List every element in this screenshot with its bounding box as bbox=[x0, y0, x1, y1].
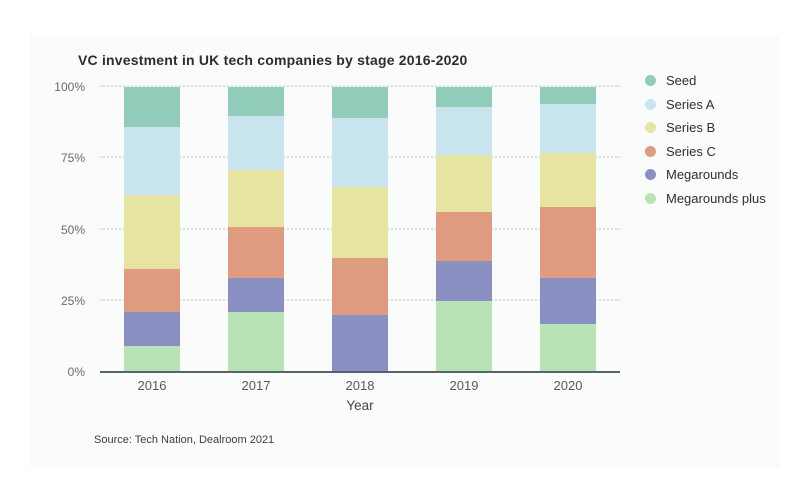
chart-card: VC investment in UK tech companies by st… bbox=[30, 35, 780, 468]
legend-label-series-c: Series C bbox=[666, 143, 716, 159]
stacked-bar-2016 bbox=[124, 87, 180, 372]
legend-dot-icon-megarounds-plus bbox=[645, 192, 656, 204]
legend-dot-icon-megarounds bbox=[645, 169, 656, 180]
bar-segment-2018-series-a bbox=[332, 118, 388, 187]
stacked-bar-2019 bbox=[436, 87, 492, 372]
bar-segment-2020-series-b bbox=[540, 152, 596, 207]
bar-slot-2018 bbox=[308, 87, 412, 372]
bar-segment-2017-series-a bbox=[228, 115, 284, 170]
bar-segment-2016-series-b bbox=[124, 195, 180, 270]
bar-segment-2020-series-a bbox=[540, 104, 596, 153]
y-tick-label-50-: 50% bbox=[60, 222, 85, 237]
bar-segment-2020-megarounds bbox=[540, 277, 596, 324]
bar-segment-2018-megarounds bbox=[332, 314, 388, 372]
source-note: Source: Tech Nation, Dealroom 2021 bbox=[94, 434, 275, 446]
legend-dot-icon-seed bbox=[645, 75, 656, 86]
legend-item-seed: Seed bbox=[645, 74, 766, 87]
bar-segment-2016-megarounds bbox=[124, 312, 180, 347]
bar-slot-2019 bbox=[412, 87, 516, 372]
bar-segment-2017-series-c bbox=[228, 226, 284, 278]
bars-container bbox=[100, 87, 620, 372]
y-tick-label-75-: 75% bbox=[60, 151, 85, 166]
bar-segment-2018-series-b bbox=[332, 186, 388, 258]
bar-segment-2020-megarounds-plus bbox=[540, 323, 596, 372]
legend-item-series-c: Series C bbox=[645, 145, 766, 158]
bar-segment-2017-megarounds-plus bbox=[228, 312, 284, 372]
bar-segment-2018-series-c bbox=[332, 257, 388, 315]
gridline-100- bbox=[100, 85, 620, 87]
x-tick-label-2020: 2020 bbox=[553, 378, 583, 393]
bar-segment-2018-seed bbox=[332, 87, 388, 119]
legend-item-series-a: Series A bbox=[645, 98, 766, 111]
bar-slot-2020 bbox=[516, 87, 620, 372]
legend-label-megarounds-plus: Megarounds plus bbox=[666, 190, 766, 206]
legend: Seed Series A Series B Series C Megarounds Me… bbox=[645, 74, 766, 205]
y-tick-label-100-: 100% bbox=[54, 80, 85, 94]
legend-item-megarounds-plus: Megarounds plus bbox=[645, 192, 766, 205]
x-axis-tick-labels: 2016 2017 2018 2019 2020 bbox=[100, 378, 620, 393]
bar-segment-2019-megarounds bbox=[436, 260, 492, 301]
bar-slot-2016 bbox=[100, 87, 204, 372]
legend-label-megarounds: Megarounds bbox=[666, 167, 739, 182]
stacked-bar-2018 bbox=[332, 87, 388, 372]
bar-segment-2020-seed bbox=[540, 87, 596, 105]
x-tick-label-2018: 2018 bbox=[345, 378, 375, 393]
x-axis-title: Year bbox=[346, 398, 374, 413]
legend-item-series-b: Series B bbox=[645, 121, 766, 134]
bar-segment-2019-series-c bbox=[436, 212, 492, 261]
bar-segment-2016-megarounds-plus bbox=[124, 346, 180, 372]
chart-title: VC investment in UK tech companies by st… bbox=[78, 52, 468, 68]
legend-label-series-b: Series B bbox=[666, 120, 716, 135]
legend-label-seed: Seed bbox=[666, 73, 697, 88]
bar-segment-2017-seed bbox=[228, 87, 284, 116]
bar-segment-2019-seed bbox=[436, 87, 492, 107]
y-tick-label-25-: 25% bbox=[60, 293, 85, 308]
x-axis-line bbox=[100, 371, 620, 373]
bar-segment-2020-series-c bbox=[540, 206, 596, 278]
plot-area: 0% 25% 50% 75% 100% bbox=[54, 80, 620, 379]
legend-dot-icon-series-b bbox=[645, 122, 656, 133]
legend-dot-icon-series-a bbox=[645, 98, 656, 110]
bar-segment-2016-seed bbox=[124, 87, 180, 127]
bar-slot-2017 bbox=[204, 87, 308, 372]
x-tick-label-2016: 2016 bbox=[137, 378, 167, 393]
bar-segment-2016-series-a bbox=[124, 126, 180, 196]
bar-segment-2016-series-c bbox=[124, 269, 180, 313]
legend-label-series-a: Series A bbox=[666, 96, 715, 112]
bar-segment-2019-series-b bbox=[436, 155, 492, 213]
legend-item-megarounds: Megarounds bbox=[645, 168, 766, 181]
stacked-bar-2020 bbox=[540, 87, 596, 372]
bar-segment-2019-megarounds-plus bbox=[436, 300, 492, 372]
y-tick-label-0-: 0% bbox=[67, 365, 85, 379]
x-tick-label-2019: 2019 bbox=[449, 378, 479, 393]
bar-segment-2017-megarounds bbox=[228, 277, 284, 313]
bar-segment-2019-series-a bbox=[436, 106, 492, 156]
stacked-bar-2017 bbox=[228, 87, 284, 372]
x-tick-label-2017: 2017 bbox=[241, 378, 271, 393]
bar-segment-2017-series-b bbox=[228, 169, 284, 227]
legend-dot-icon-series-c bbox=[645, 145, 656, 157]
